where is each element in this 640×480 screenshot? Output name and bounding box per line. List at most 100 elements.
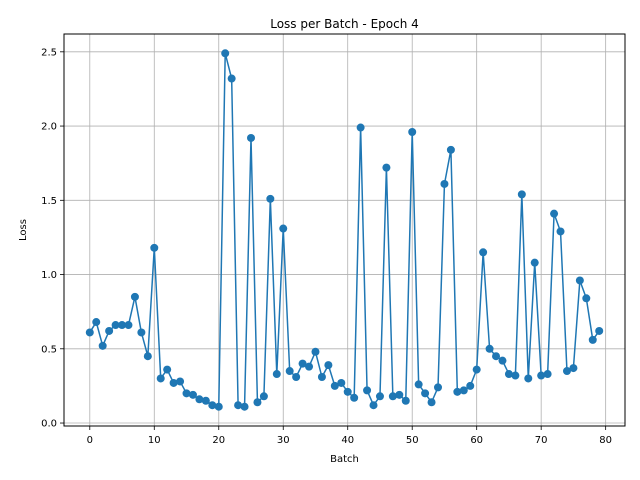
data-point-marker (556, 227, 565, 236)
data-point-marker (492, 352, 501, 361)
data-point-marker (414, 380, 423, 389)
data-point-marker (111, 321, 120, 330)
x-tick-label: 80 (599, 435, 612, 446)
data-point-marker (459, 386, 468, 395)
data-point-marker (434, 383, 442, 392)
data-point-marker (298, 359, 307, 368)
data-point-marker (485, 344, 494, 353)
data-point-marker (150, 243, 159, 252)
data-point-marker (227, 74, 236, 83)
y-tick-label: 2.0 (41, 122, 57, 133)
x-tick-label: 70 (535, 435, 548, 446)
data-point-marker (285, 367, 294, 376)
data-point-marker (427, 398, 436, 407)
series-markers (85, 49, 604, 411)
data-point-marker (214, 402, 223, 411)
x-axis-label: Batch (330, 454, 359, 465)
data-point-marker (305, 362, 314, 371)
data-point-marker (143, 352, 152, 361)
data-point-marker (92, 318, 101, 327)
data-point-marker (524, 374, 533, 383)
data-point-marker (382, 163, 391, 172)
data-point-marker (375, 392, 384, 401)
data-point-marker (369, 401, 378, 410)
data-point-marker (562, 367, 571, 376)
data-point-marker (253, 398, 262, 407)
data-point-marker (337, 378, 346, 387)
data-point-marker (588, 335, 597, 344)
y-tick-label: 1.0 (41, 270, 57, 281)
data-point-marker (440, 179, 449, 188)
data-point-marker (234, 401, 243, 410)
data-point-marker (446, 145, 455, 154)
data-point-marker (130, 292, 139, 301)
x-tick-label: 20 (212, 435, 225, 446)
x-tick-label: 10 (148, 435, 161, 446)
data-point-marker (517, 190, 526, 199)
data-point-marker (259, 392, 268, 401)
data-point-marker (247, 133, 255, 142)
data-point-marker (156, 374, 165, 383)
data-point-marker (479, 248, 488, 257)
x-axis-ticks: 0 10 20 30 40 50 60 70 80 (87, 426, 612, 446)
grid-lines (64, 34, 625, 426)
data-point-marker (124, 321, 133, 330)
y-tick-label: 2.5 (41, 47, 57, 58)
data-point-marker (272, 370, 281, 379)
data-point-marker (408, 128, 417, 136)
data-point-marker (98, 341, 107, 350)
data-point-marker (118, 321, 127, 330)
data-point-marker (317, 373, 326, 381)
x-tick-label: 60 (470, 435, 483, 446)
data-point-marker (324, 361, 333, 370)
data-point-marker (176, 377, 185, 386)
data-point-marker (240, 402, 249, 411)
data-point-marker (472, 365, 481, 374)
data-point-marker (201, 396, 210, 405)
data-point-marker (221, 49, 230, 58)
data-point-marker (530, 258, 539, 267)
x-tick-label: 0 (87, 435, 93, 446)
data-point-marker (85, 328, 94, 337)
data-point-marker (401, 396, 410, 405)
data-point-marker (105, 326, 114, 335)
data-point-marker (182, 389, 191, 398)
data-point-marker (195, 395, 204, 404)
data-point-marker (388, 392, 397, 401)
data-point-marker (208, 401, 217, 410)
data-point-marker (343, 387, 352, 396)
y-tick-label: 0.0 (41, 419, 57, 430)
data-point-marker (511, 371, 520, 380)
data-point-marker (504, 370, 513, 379)
y-axis-label: Loss (18, 219, 29, 241)
data-point-marker (550, 209, 559, 218)
x-tick-label: 50 (406, 435, 419, 446)
data-point-marker (498, 356, 507, 365)
data-point-marker (163, 365, 172, 374)
data-point-marker (169, 378, 178, 387)
data-point-marker (582, 294, 591, 303)
data-point-marker (311, 347, 320, 356)
data-point-marker (569, 364, 578, 373)
data-point-marker (137, 328, 146, 337)
data-point-marker (266, 194, 275, 203)
y-axis-ticks: 0.0 0.5 1.0 1.5 2.0 2.5 (41, 47, 64, 430)
x-tick-label: 40 (341, 435, 354, 446)
data-point-marker (543, 370, 552, 379)
data-point-marker (421, 389, 430, 398)
data-point-marker (356, 123, 365, 132)
data-point-marker (188, 390, 197, 399)
data-point-marker (395, 390, 404, 399)
data-point-marker (466, 381, 475, 390)
data-point-marker (350, 393, 359, 402)
data-point-marker (595, 326, 604, 335)
data-point-marker (292, 373, 301, 381)
data-point-marker (453, 387, 462, 396)
data-point-marker (330, 381, 339, 390)
data-point-marker (363, 386, 372, 395)
data-point-marker (575, 276, 584, 285)
x-tick-label: 30 (277, 435, 290, 446)
y-tick-label: 0.5 (41, 344, 57, 355)
chart-title: Loss per Batch - Epoch 4 (270, 17, 419, 31)
